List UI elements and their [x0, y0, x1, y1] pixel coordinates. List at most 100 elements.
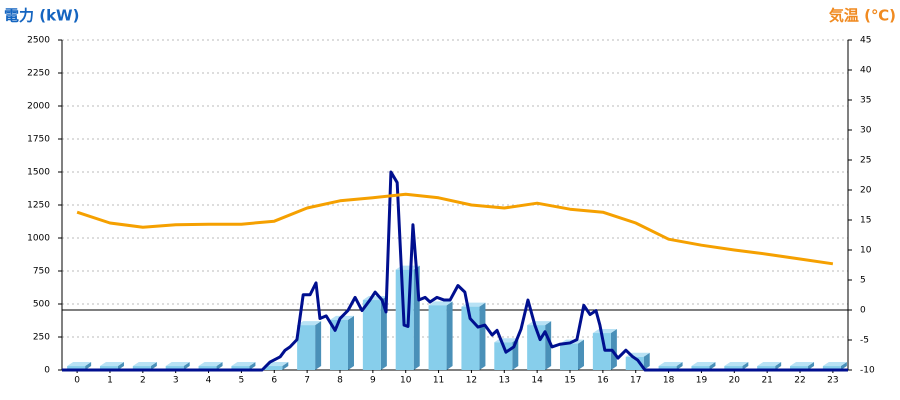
bar	[99, 366, 118, 370]
y2-tick-label: 35	[860, 96, 871, 106]
bar	[231, 366, 250, 370]
y-tick-label: 2500	[27, 36, 50, 46]
y2-tick-label: 30	[860, 126, 872, 136]
bar	[198, 366, 217, 370]
x-tick-label: 0	[74, 376, 80, 386]
y2-axis-title: 気温 (℃)	[829, 7, 896, 25]
y-tick-label: 1250	[27, 201, 50, 211]
x-tick-label: 10	[400, 376, 412, 386]
bar-side	[479, 302, 486, 370]
bar-side	[775, 362, 782, 370]
x-tick-label: 13	[499, 376, 510, 386]
x-tick-label: 1	[107, 376, 113, 386]
bar-top	[99, 362, 124, 367]
x-tick-label: 20	[729, 376, 741, 386]
x-tick-label: 8	[337, 376, 343, 386]
bar-top	[297, 321, 322, 326]
y-axis-title: 電力 (kW)	[4, 7, 79, 25]
bar-top	[198, 362, 223, 367]
bar-side	[150, 362, 157, 370]
y2-tick-label: 0	[860, 306, 866, 316]
bar-side	[643, 352, 650, 370]
y2-tick-label: 40	[860, 66, 872, 76]
bar-side	[446, 301, 453, 370]
bar-side	[315, 321, 322, 370]
y2-tick-label: 20	[860, 186, 872, 196]
bar-side	[742, 362, 749, 370]
bar	[67, 366, 86, 370]
bar	[165, 366, 184, 370]
bar	[329, 319, 348, 370]
x-tick-label: 7	[304, 376, 310, 386]
x-tick-label: 19	[696, 376, 708, 386]
x-tick-label: 18	[663, 376, 675, 386]
bar	[428, 305, 447, 370]
bar	[297, 325, 316, 370]
bar-top	[724, 362, 749, 367]
y2-tick-label: -5	[860, 336, 869, 346]
y-tick-label: 250	[33, 333, 50, 343]
bar-side	[216, 362, 223, 370]
x-tick-label: 3	[173, 376, 179, 386]
bar-top	[428, 301, 453, 306]
y-tick-label: 500	[33, 300, 50, 310]
x-tick-label: 15	[564, 376, 575, 386]
x-tick-label: 5	[239, 376, 245, 386]
x-tick-label: 16	[597, 376, 609, 386]
bar-side	[709, 362, 716, 370]
bar-side	[347, 315, 354, 370]
bar-top	[592, 329, 617, 334]
bar	[724, 366, 743, 370]
x-tick-label: 17	[630, 376, 641, 386]
y2-tick-label: 25	[860, 156, 871, 166]
y2-tick-label: -10	[860, 366, 875, 376]
bar-side	[840, 362, 847, 370]
bar-top	[231, 362, 256, 367]
y2-tick-label: 15	[860, 216, 871, 226]
bar	[560, 343, 579, 370]
y2-tick-label: 10	[860, 246, 872, 256]
y2-tick-label: 45	[860, 36, 871, 46]
bar-side	[676, 362, 683, 370]
bar-side	[183, 362, 190, 370]
x-tick-label: 23	[827, 376, 838, 386]
y-tick-label: 1750	[27, 135, 50, 145]
bar	[362, 300, 381, 370]
y-tick-label: 750	[33, 267, 50, 277]
bar	[691, 366, 710, 370]
bar-side	[85, 362, 92, 370]
x-tick-label: 11	[433, 376, 444, 386]
bar-top	[165, 362, 190, 367]
bar-side	[380, 296, 387, 370]
bar-top	[691, 362, 716, 367]
x-tick-label: 2	[140, 376, 146, 386]
x-tick-label: 4	[206, 376, 212, 386]
y-tick-label: 0	[44, 366, 50, 376]
x-tick-label: 14	[531, 376, 543, 386]
line	[76, 192, 834, 266]
bar-top	[822, 362, 847, 367]
bar	[132, 366, 151, 370]
bar-top	[132, 362, 157, 367]
y-tick-label: 2250	[27, 69, 50, 79]
y-tick-label: 1000	[27, 234, 50, 244]
bar-top	[757, 362, 782, 367]
bar-side	[578, 339, 585, 370]
line	[62, 170, 848, 372]
bar	[757, 366, 776, 370]
y-tick-label: 2000	[27, 102, 50, 112]
bar-top	[790, 362, 815, 367]
bar	[658, 366, 677, 370]
bar	[264, 366, 283, 370]
x-tick-label: 6	[271, 376, 277, 386]
bar-side	[117, 362, 124, 370]
bar-side	[808, 362, 815, 370]
bar-side	[610, 329, 617, 370]
bar-top	[658, 362, 683, 367]
bar	[822, 366, 841, 370]
x-tick-label: 22	[794, 376, 805, 386]
x-tick-label: 12	[466, 376, 477, 386]
bar	[592, 333, 611, 370]
x-tick-label: 9	[370, 376, 376, 386]
